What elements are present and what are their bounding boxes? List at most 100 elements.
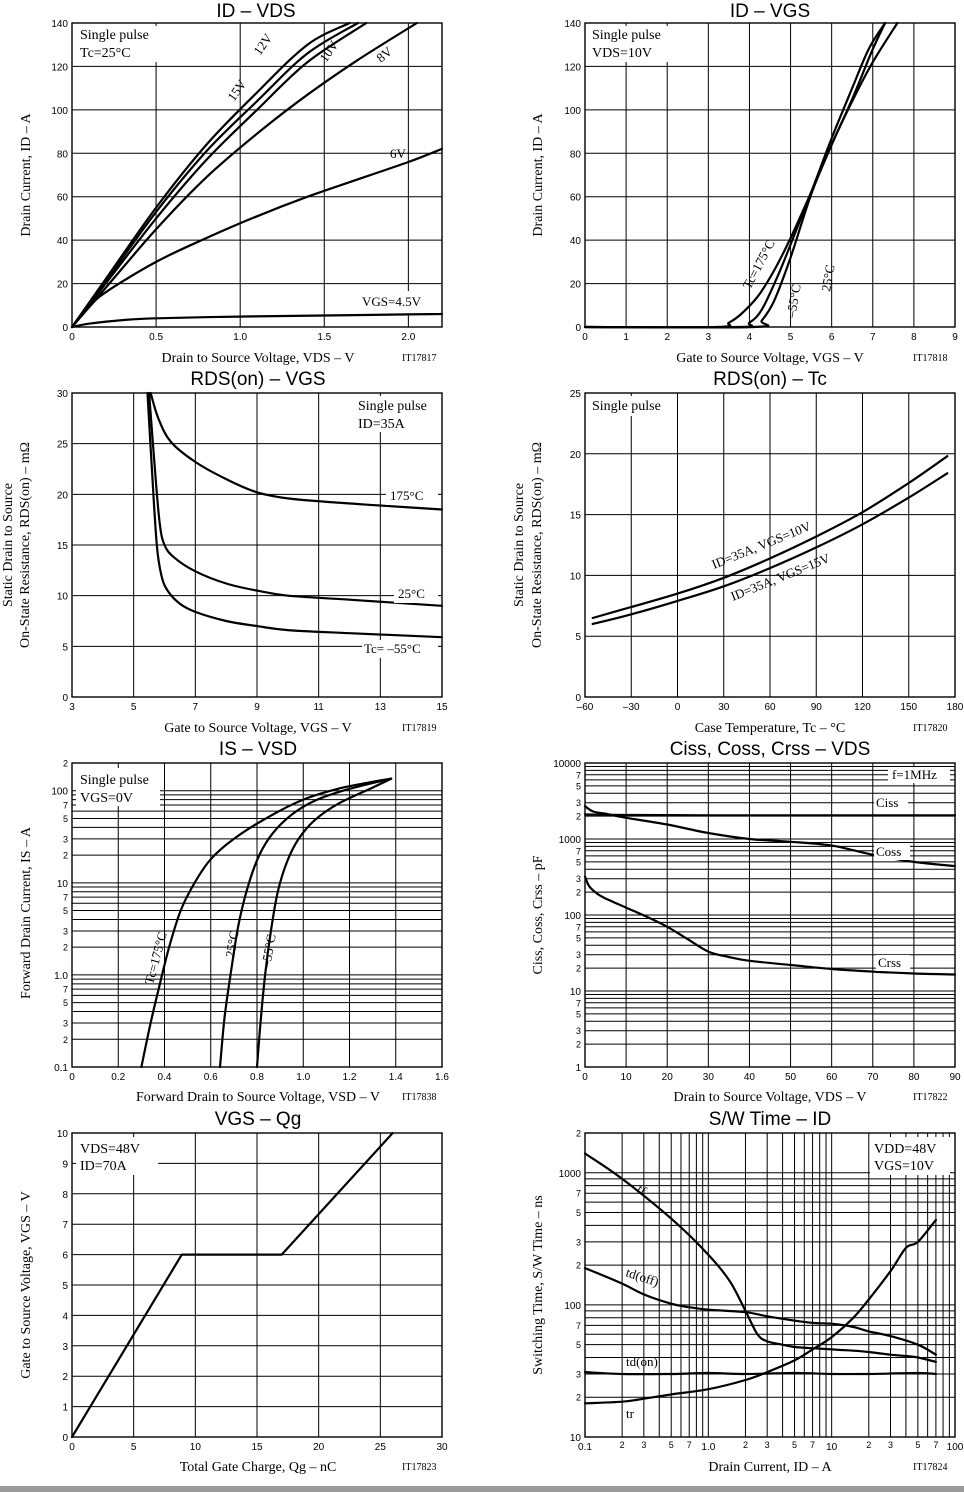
x-tick-label: 50 — [785, 1072, 797, 1083]
y-tick-label: 30 — [57, 389, 69, 400]
y-tick-label: 10 — [570, 571, 582, 582]
x-tick-label: 20 — [313, 1442, 325, 1453]
y-minor-tick-label: 3 — [576, 1237, 581, 1247]
x-tick-label: 1.0 — [701, 1442, 715, 1453]
y-axis-label: Forward Drain Current, IS – A — [19, 826, 34, 999]
x-tick-label: 0 — [582, 1072, 588, 1083]
x-tick-label: 5 — [131, 1442, 137, 1453]
x-tick-label: –30 — [623, 702, 640, 713]
y-tick-label: 20 — [57, 280, 69, 291]
y-tick-label: 25 — [57, 440, 69, 451]
note-1: Single pulse — [592, 28, 661, 43]
figure-code: IT17820 — [913, 723, 947, 734]
plot-frame — [584, 22, 956, 328]
x-tick-label: 5 — [131, 702, 137, 713]
chart-is-vsd: IS – VSD 0 0.2 0.4 0.6 0.8 1.0 1.2 1.4 1.6 0.1 2 3 5… — [19, 739, 449, 1105]
x-tick-label: 1.0 — [233, 332, 247, 343]
y-tick-label: 15 — [57, 541, 69, 552]
y-minor-tick-label: 3 — [576, 874, 581, 884]
x-tick-label: 80 — [908, 1072, 920, 1083]
curve-label-tdon: td(on) — [626, 1354, 658, 1369]
ticks: 3 5 7 9 11 13 15 0 5 10 15 20 25 30 — [57, 389, 448, 713]
series-line-ciss — [583, 813, 957, 817]
x-tick-label: 9 — [254, 702, 260, 713]
y-minor-tick-label: 5 — [576, 933, 581, 943]
y-tick-label: 0 — [62, 323, 68, 334]
y-tick-label: 140 — [51, 19, 68, 30]
y-minor-tick-label: 5 — [576, 781, 581, 791]
ticks: 0 10 20 30 40 50 60 70 80 90123571023571002357100… — [553, 759, 961, 1083]
y-tick-label: 20 — [570, 450, 582, 461]
x-tick-label: 90 — [811, 702, 823, 713]
y-tick-label: 100 — [564, 106, 581, 117]
y-minor-tick-label: 2 — [63, 943, 68, 953]
series-line-vgs-4-5v — [70, 312, 444, 329]
x-tick-label: 0 — [69, 1442, 75, 1453]
x-tick-label: 10 — [190, 1442, 202, 1453]
x-tick-label: 0.1 — [578, 1442, 592, 1453]
ticks: 0 0.5 1.0 1.5 2.0 0 20 40 60 80 100 120 140 — [51, 19, 415, 343]
x-minor-tick-label: 3 — [641, 1440, 646, 1450]
y-tick-label: 10 — [570, 1433, 582, 1444]
y-tick-label: 6 — [62, 1251, 68, 1262]
x-tick-label: 0 — [69, 332, 75, 343]
chart-title: VGS – Qg — [215, 1109, 302, 1130]
series-line-tr — [583, 1218, 937, 1405]
y-tick-label: 10 — [57, 592, 69, 603]
x-tick-label: 0.5 — [149, 332, 163, 343]
grid — [71, 22, 442, 328]
note-2: VGS=0V — [80, 791, 133, 806]
x-tick-label: 0.8 — [250, 1072, 264, 1083]
x-axis-label: Drain to Source Voltage, VDS – V — [161, 351, 354, 366]
y-tick-label: 10 — [570, 987, 582, 998]
series-line-id-35a-vgs-10v — [591, 455, 949, 620]
x-minor-tick-label: 5 — [792, 1440, 797, 1450]
y-minor-tick-label: 2 — [576, 1129, 581, 1139]
curve-label-coss: Coss — [876, 844, 901, 859]
y-minor-tick-label: 7 — [63, 985, 68, 995]
y-tick-label: 60 — [570, 193, 582, 204]
chart-title: Ciss, Coss, Crss – VDS — [670, 739, 871, 760]
x-tick-label: 0.6 — [204, 1072, 218, 1083]
y-axis-label: Drain Current, ID – A — [531, 112, 546, 236]
series-line-25-c — [148, 391, 444, 607]
note-1: VDS=48V — [80, 1142, 140, 1157]
x-tick-label: 10 — [621, 1072, 633, 1083]
x-tick-label: 3 — [706, 332, 712, 343]
curve-label-minus55c: Tc= –55°C — [364, 641, 421, 656]
curve-label-6v: 6V — [390, 146, 407, 161]
x-tick-label: 1.6 — [435, 1072, 449, 1083]
y-tick-label: 1 — [62, 1403, 68, 1414]
x-tick-label: 30 — [703, 1072, 715, 1083]
y-minor-tick-label: 3 — [576, 1026, 581, 1036]
y-minor-tick-label: 2 — [576, 1393, 581, 1403]
y-minor-tick-label: 5 — [576, 1208, 581, 1218]
x-tick-label: 1.2 — [343, 1072, 357, 1083]
y-tick-label: 80 — [57, 149, 69, 160]
chart-title: IS – VSD — [219, 739, 297, 760]
note-1: Single pulse — [80, 28, 149, 43]
y-tick-label: 9 — [62, 1159, 68, 1170]
chart-title: ID – VGS — [730, 1, 810, 22]
x-tick-label: 60 — [764, 702, 776, 713]
chart-title: S/W Time – ID — [709, 1109, 831, 1130]
x-tick-label: 1.4 — [389, 1072, 403, 1083]
x-tick-label: 2 — [664, 332, 670, 343]
x-axis-label: Gate to Source Voltage, VGS – V — [676, 351, 864, 366]
curves — [70, 1131, 394, 1439]
figure-code: IT17822 — [913, 1092, 947, 1103]
curve-label-tf: tf — [634, 1181, 650, 1198]
series-line-td-off — [583, 1267, 937, 1356]
note-1: f=1MHz — [892, 767, 937, 782]
x-axis-label: Case Temperature, Tc – °C — [695, 721, 845, 736]
chart-id-vds: ID – VDS 0 0.5 1.0 1.5 2.0 0 20 40 60 80 100 120 140… — [19, 1, 444, 366]
x-axis-label: Forward Drain to Source Voltage, VSD – V — [136, 1090, 380, 1105]
y-axis-label-line-2: On-State Resistance, RDS(on) – mΩ — [18, 442, 33, 648]
series-line-crss — [583, 875, 957, 976]
y-minor-tick-label: 3 — [576, 950, 581, 960]
x-tick-label: 1.5 — [317, 332, 331, 343]
y-tick-label: 0 — [575, 693, 581, 704]
y-tick-label: 10 — [57, 879, 69, 890]
y-tick-label: 0 — [62, 693, 68, 704]
